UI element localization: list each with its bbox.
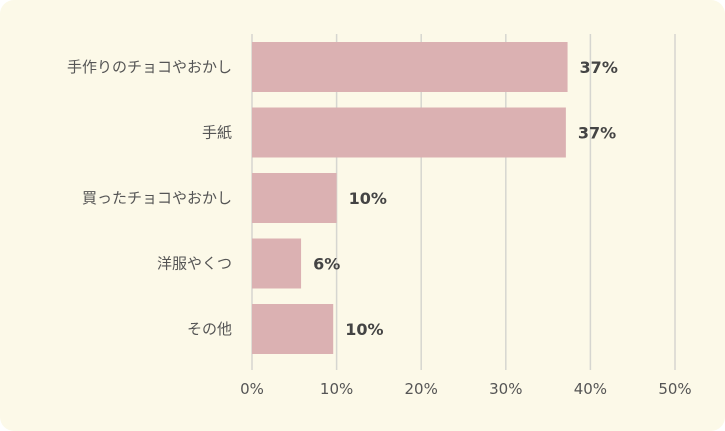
category-label: 手作りのチョコやおかし <box>67 58 232 76</box>
x-tick-label: 40% <box>574 380 607 398</box>
category-label: 手紙 <box>202 124 232 142</box>
category-label: 洋服やくつ <box>157 255 232 273</box>
bar <box>252 107 566 158</box>
bars <box>252 42 568 354</box>
bar <box>252 238 302 289</box>
value-labels: 37% 37% 10% 6% 10% <box>313 58 618 339</box>
x-tick-label: 0% <box>240 380 264 398</box>
bar <box>252 173 337 223</box>
x-tick-label: 10% <box>320 380 353 398</box>
value-label: 10% <box>349 189 387 208</box>
bar <box>252 304 334 354</box>
value-label: 37% <box>580 58 618 77</box>
x-tick-label: 50% <box>658 380 691 398</box>
x-tick-label: 30% <box>489 380 522 398</box>
category-label: 買ったチョコやおかし <box>82 189 232 207</box>
bar <box>252 42 568 92</box>
x-tick-label: 20% <box>405 380 438 398</box>
value-label: 10% <box>345 320 383 339</box>
category-label: その他 <box>187 320 232 338</box>
value-label: 6% <box>313 255 340 274</box>
x-axis-tick-labels: 0% 10% 20% 30% 40% 50% <box>240 380 692 398</box>
value-label: 37% <box>578 124 616 143</box>
